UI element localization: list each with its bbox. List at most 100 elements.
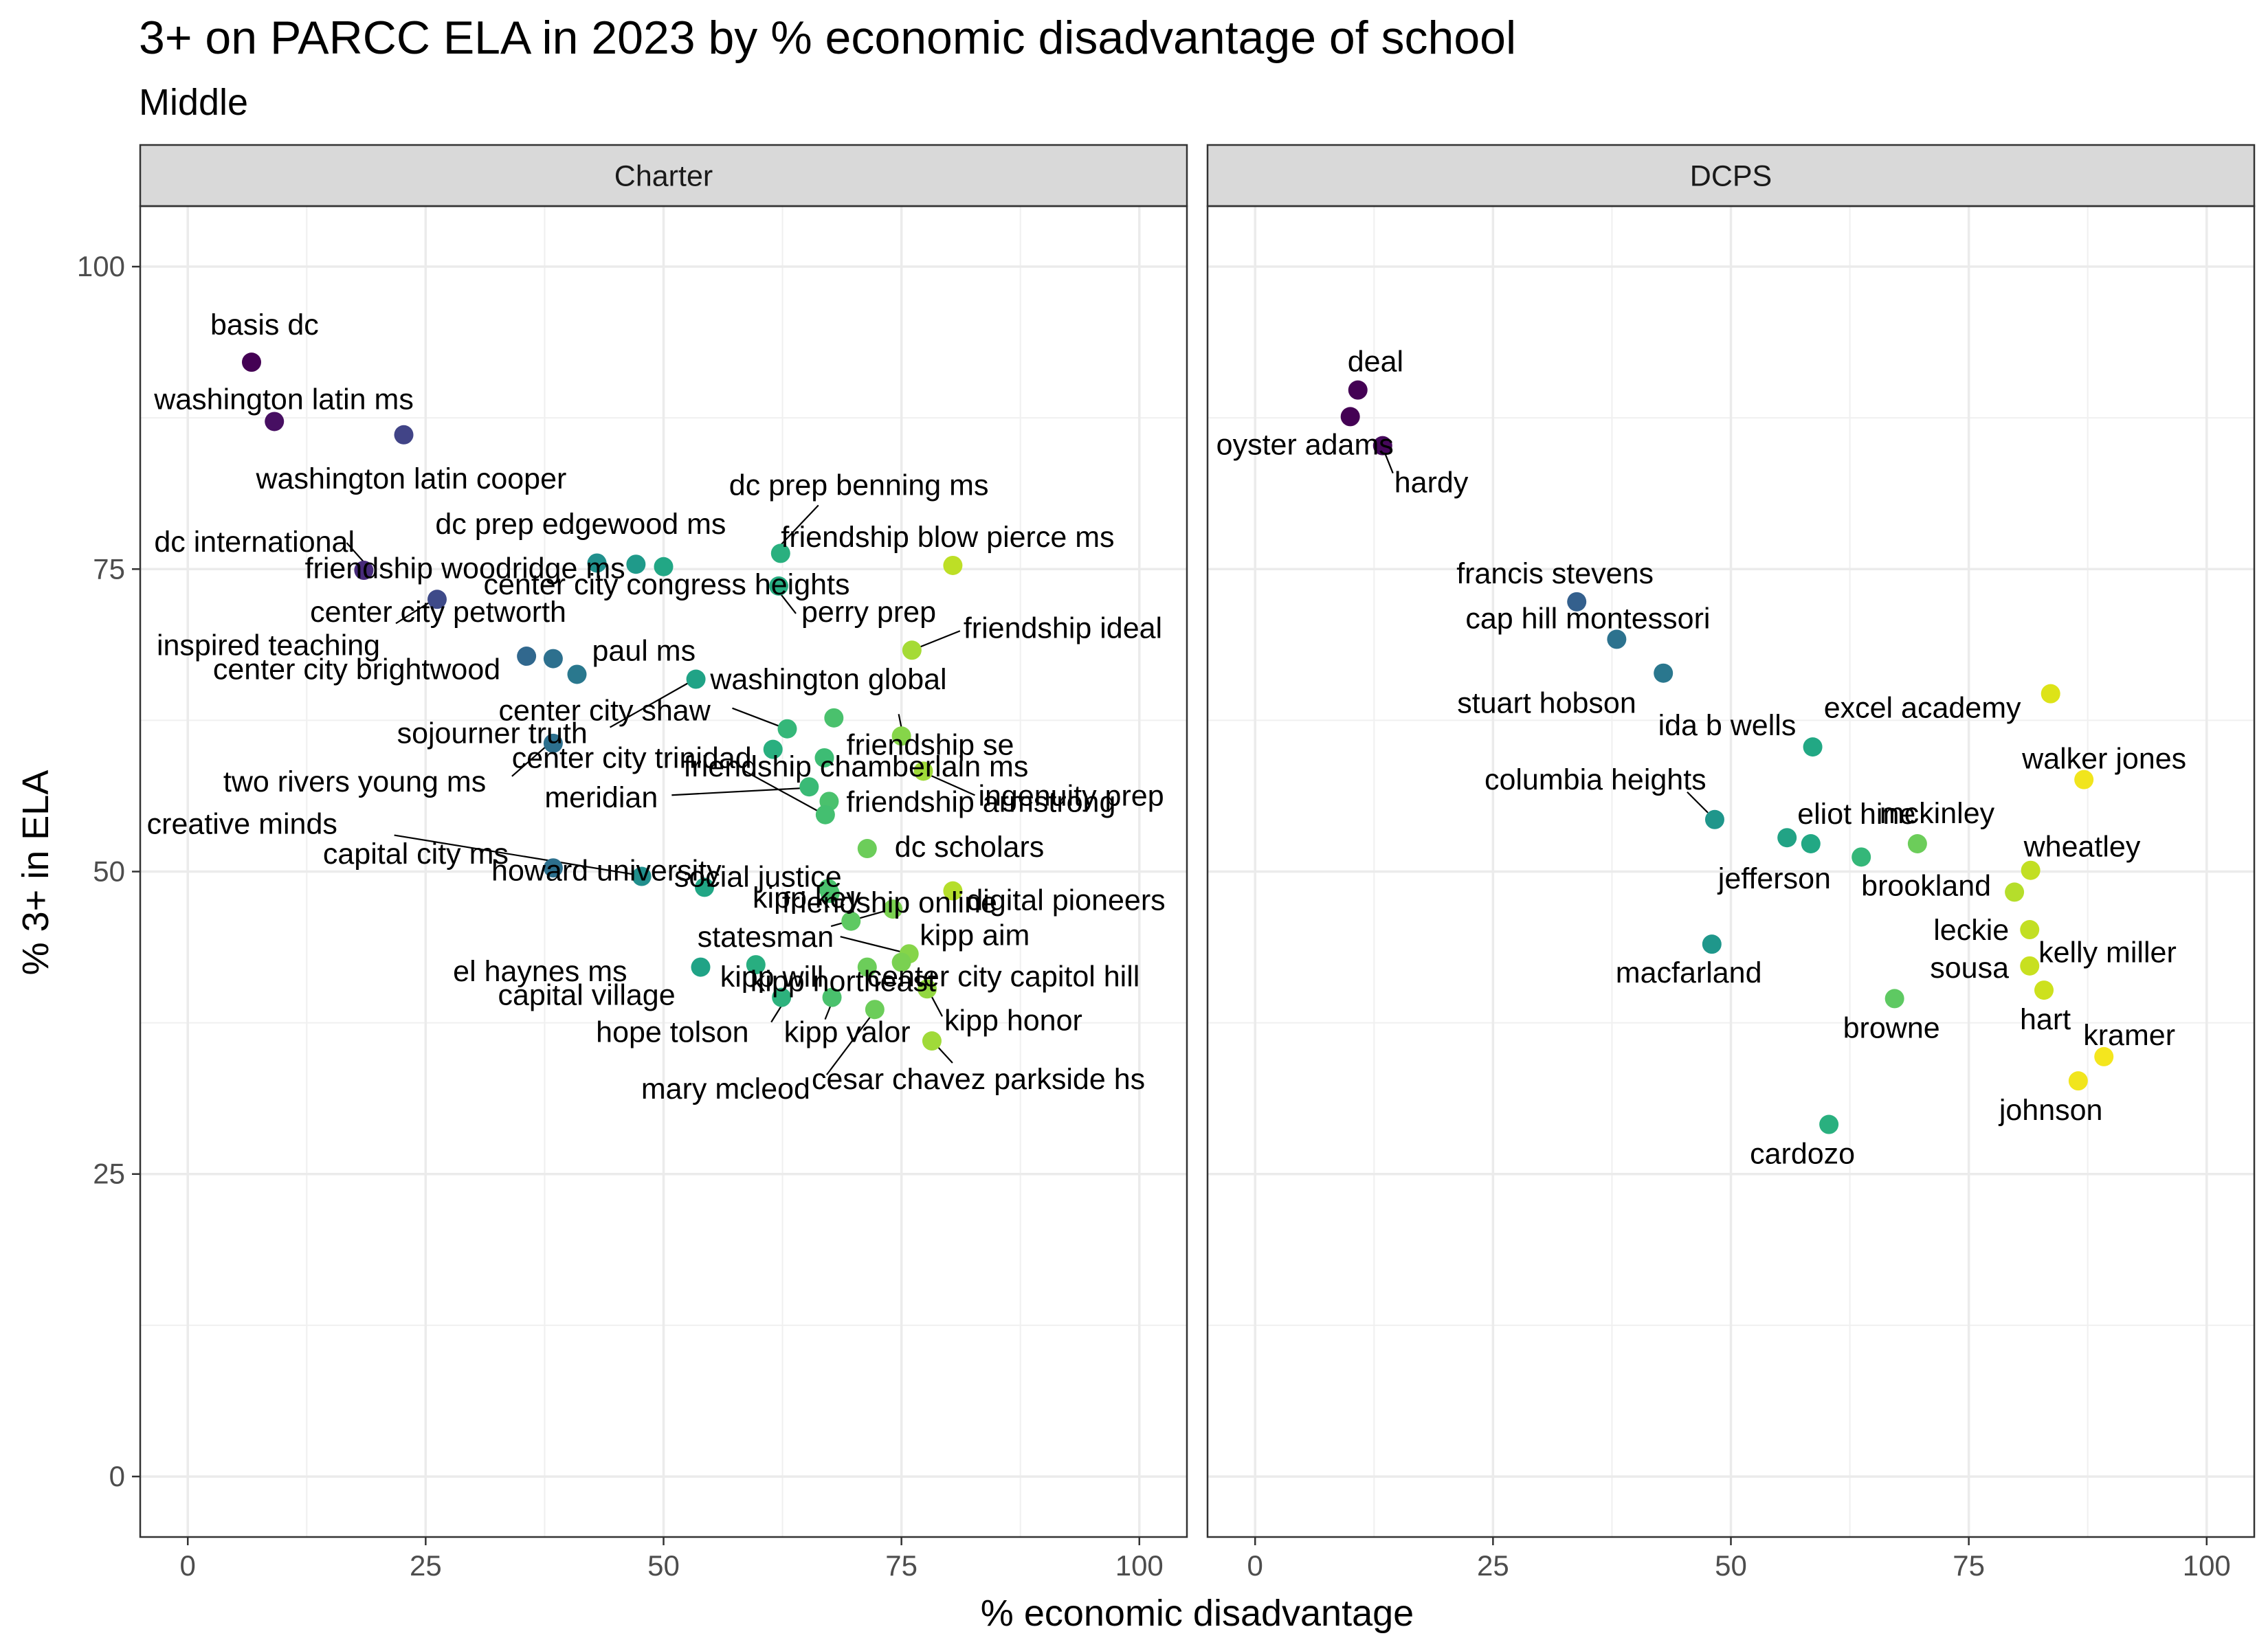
data-point (913, 761, 933, 781)
point-label: hart (2020, 1003, 2071, 1036)
point-label: washington latin cooper (256, 462, 567, 495)
point-label: paul ms (592, 634, 696, 667)
point-label: inspired teaching (157, 629, 380, 662)
data-point (772, 987, 792, 1007)
point-label: center city shaw (498, 695, 711, 728)
data-point (814, 748, 834, 767)
data-point (777, 719, 797, 739)
data-point (1348, 380, 1368, 400)
data-point (1607, 629, 1627, 649)
label-leader-line (918, 630, 961, 649)
data-point (943, 881, 963, 901)
point-label: kipp honor (944, 1004, 1082, 1037)
label-leader-line (930, 774, 975, 796)
point-label: center city congress heights (484, 568, 850, 601)
point-label: cardozo (1750, 1138, 1855, 1171)
point-label: washington global (709, 663, 946, 696)
facet-strip (1206, 144, 2256, 207)
data-point (1702, 934, 1722, 954)
data-point (2094, 1046, 2114, 1066)
x-tick-label: 50 (647, 1549, 680, 1582)
point-label: macfarland (1616, 956, 1762, 989)
data-point (891, 952, 911, 972)
data-point (770, 543, 790, 563)
y-tick-label: 25 (93, 1158, 125, 1190)
point-label: sojourner truth (397, 717, 588, 750)
data-point (1704, 809, 1724, 829)
facet-panel-charter: Charter 0 25 50 75 100 0 25 50 75 100 basis dc washi… (77, 144, 1188, 1582)
x-tick-label: 100 (1115, 1549, 1164, 1582)
point-label: kipp valor (784, 1016, 911, 1049)
point-label: center city capitol hill (867, 961, 1140, 994)
x-axis-title: % economic disadvantage (981, 1593, 1414, 1634)
data-point (587, 553, 607, 573)
data-point (2020, 956, 2040, 976)
data-point (824, 708, 844, 728)
data-point (799, 777, 819, 797)
data-point (691, 957, 711, 977)
point-label: dc prep edgewood ms (435, 508, 726, 541)
data-point (567, 664, 587, 684)
point-label: dc prep benning ms (729, 469, 989, 502)
facet-strip-label: Charter (614, 160, 713, 193)
point-label: perry prep (801, 596, 936, 629)
label-leader-line (742, 769, 818, 811)
data-point (902, 640, 922, 660)
data-point (1885, 989, 1904, 1009)
point-label: cesar chavez parkside hs (812, 1063, 1145, 1096)
label-leader-line (610, 682, 689, 728)
data-point (769, 576, 789, 596)
data-point (763, 739, 783, 759)
data-point (1372, 436, 1392, 456)
data-point (2020, 920, 2040, 940)
data-point (1803, 737, 1823, 757)
point-label: two rivers young ms (223, 765, 486, 798)
point-label: deal (1348, 346, 1403, 379)
data-point (1801, 833, 1821, 853)
label-leader-line (511, 747, 546, 777)
data-point (1852, 847, 1871, 867)
data-point (1567, 592, 1587, 612)
point-label: johnson (1998, 1094, 2103, 1127)
data-point (2005, 882, 2025, 902)
point-label: cap hill montessori (1465, 602, 1710, 635)
point-label: ida b wells (1658, 709, 1797, 742)
point-label: statesman (698, 921, 834, 954)
point-label: kipp will (720, 961, 824, 994)
data-point (815, 805, 835, 824)
label-leader-line (346, 542, 365, 563)
point-label: francis stevens (1456, 557, 1654, 590)
data-point (2034, 980, 2054, 1000)
point-label: basis dc (210, 309, 319, 341)
data-point (822, 987, 842, 1007)
label-leader-line (780, 504, 819, 546)
point-label: walker jones (2021, 743, 2186, 776)
data-point (891, 726, 911, 746)
point-label: social justice (674, 861, 842, 894)
data-point (543, 649, 563, 669)
point-label: meridian (544, 781, 658, 814)
y-tick-label: 50 (93, 855, 125, 888)
point-label: friendship online (782, 886, 997, 919)
data-point (2068, 1071, 2088, 1091)
y-tick-label: 100 (77, 250, 125, 282)
point-label: kelly miller (2038, 936, 2177, 969)
data-point (943, 555, 963, 575)
data-point (2021, 860, 2041, 880)
data-point (1340, 407, 1360, 427)
point-label: center city petworth (310, 596, 566, 629)
chart-subtitle: Middle (139, 82, 248, 123)
label-leader-line (931, 995, 943, 1017)
point-label: wheatley (2023, 831, 2141, 864)
point-label: leckie (1933, 914, 2009, 947)
data-point (2041, 684, 2060, 704)
data-point (427, 590, 447, 609)
label-leader-line (937, 1046, 953, 1064)
point-label: capital village (498, 979, 675, 1012)
point-label: friendship ideal (964, 612, 1162, 644)
y-tick-label: 75 (93, 552, 125, 585)
label-leader-line (1383, 452, 1394, 474)
panel-border (139, 205, 1188, 1538)
